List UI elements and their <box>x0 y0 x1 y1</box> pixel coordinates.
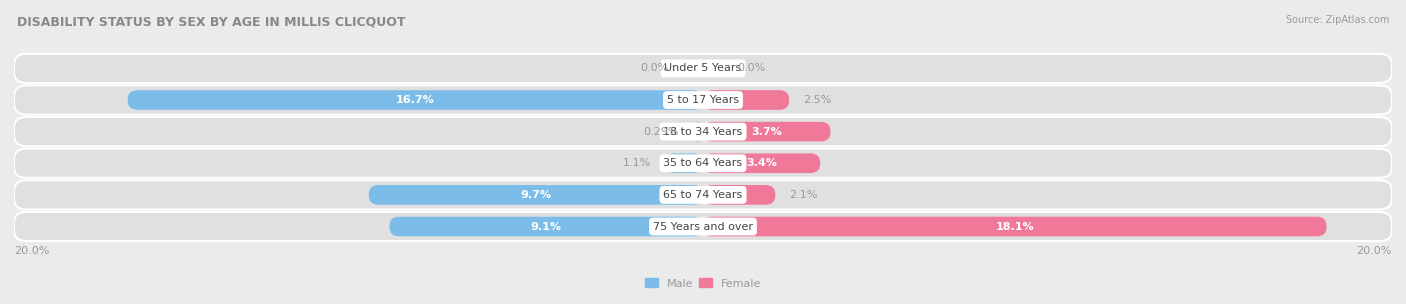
FancyBboxPatch shape <box>703 185 775 205</box>
FancyBboxPatch shape <box>389 217 703 236</box>
Text: 9.1%: 9.1% <box>531 222 562 232</box>
Text: 65 to 74 Years: 65 to 74 Years <box>664 190 742 200</box>
Text: 3.4%: 3.4% <box>747 158 778 168</box>
FancyBboxPatch shape <box>128 90 703 110</box>
Text: 75 Years and over: 75 Years and over <box>652 222 754 232</box>
Text: Under 5 Years: Under 5 Years <box>665 63 741 73</box>
Text: 20.0%: 20.0% <box>1357 246 1392 256</box>
Text: 16.7%: 16.7% <box>396 95 434 105</box>
FancyBboxPatch shape <box>703 90 789 110</box>
Legend: Male, Female: Male, Female <box>644 278 762 288</box>
Text: 35 to 64 Years: 35 to 64 Years <box>664 158 742 168</box>
Text: 2.1%: 2.1% <box>789 190 817 200</box>
Text: 20.0%: 20.0% <box>14 246 49 256</box>
Text: 0.29%: 0.29% <box>644 127 679 136</box>
Text: 9.7%: 9.7% <box>520 190 551 200</box>
Text: 18.1%: 18.1% <box>995 222 1033 232</box>
Text: 0.0%: 0.0% <box>640 63 669 73</box>
Text: 5 to 17 Years: 5 to 17 Years <box>666 95 740 105</box>
FancyBboxPatch shape <box>368 185 703 205</box>
FancyBboxPatch shape <box>14 85 1392 115</box>
FancyBboxPatch shape <box>14 54 1392 83</box>
FancyBboxPatch shape <box>14 180 1392 209</box>
FancyBboxPatch shape <box>665 154 703 173</box>
Text: 0.0%: 0.0% <box>738 63 766 73</box>
FancyBboxPatch shape <box>703 122 831 141</box>
Text: 18 to 34 Years: 18 to 34 Years <box>664 127 742 136</box>
Text: Source: ZipAtlas.com: Source: ZipAtlas.com <box>1285 15 1389 25</box>
Text: 3.7%: 3.7% <box>751 127 782 136</box>
Text: 1.1%: 1.1% <box>623 158 651 168</box>
FancyBboxPatch shape <box>703 217 1326 236</box>
FancyBboxPatch shape <box>14 149 1392 178</box>
FancyBboxPatch shape <box>14 212 1392 241</box>
FancyBboxPatch shape <box>703 154 820 173</box>
FancyBboxPatch shape <box>693 122 703 141</box>
Text: DISABILITY STATUS BY SEX BY AGE IN MILLIS CLICQUOT: DISABILITY STATUS BY SEX BY AGE IN MILLI… <box>17 15 405 28</box>
Text: 2.5%: 2.5% <box>803 95 831 105</box>
FancyBboxPatch shape <box>14 117 1392 146</box>
